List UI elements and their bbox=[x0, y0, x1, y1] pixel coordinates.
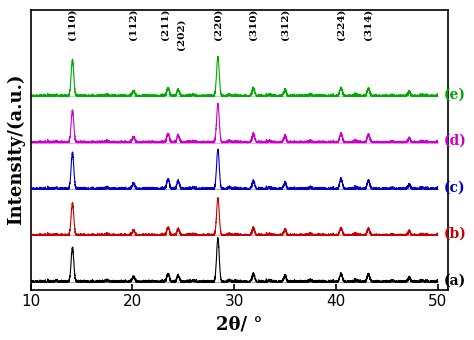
Text: (310): (310) bbox=[249, 9, 258, 40]
Text: (314): (314) bbox=[364, 9, 373, 40]
Text: (a): (a) bbox=[444, 273, 466, 287]
Text: (224): (224) bbox=[337, 9, 346, 40]
Text: (312): (312) bbox=[281, 9, 290, 40]
Text: (110): (110) bbox=[68, 9, 77, 40]
Text: (112): (112) bbox=[129, 9, 138, 40]
Text: (220): (220) bbox=[213, 9, 222, 40]
Text: (d): (d) bbox=[444, 134, 466, 148]
Text: (c): (c) bbox=[444, 181, 465, 194]
Text: (e): (e) bbox=[444, 88, 465, 102]
Text: (202): (202) bbox=[177, 18, 186, 50]
Text: (b): (b) bbox=[444, 227, 466, 241]
Y-axis label: Intensity/(a.u.): Intensity/(a.u.) bbox=[7, 74, 25, 225]
Text: (211): (211) bbox=[161, 9, 170, 40]
X-axis label: 2θ/ °: 2θ/ ° bbox=[216, 315, 263, 333]
